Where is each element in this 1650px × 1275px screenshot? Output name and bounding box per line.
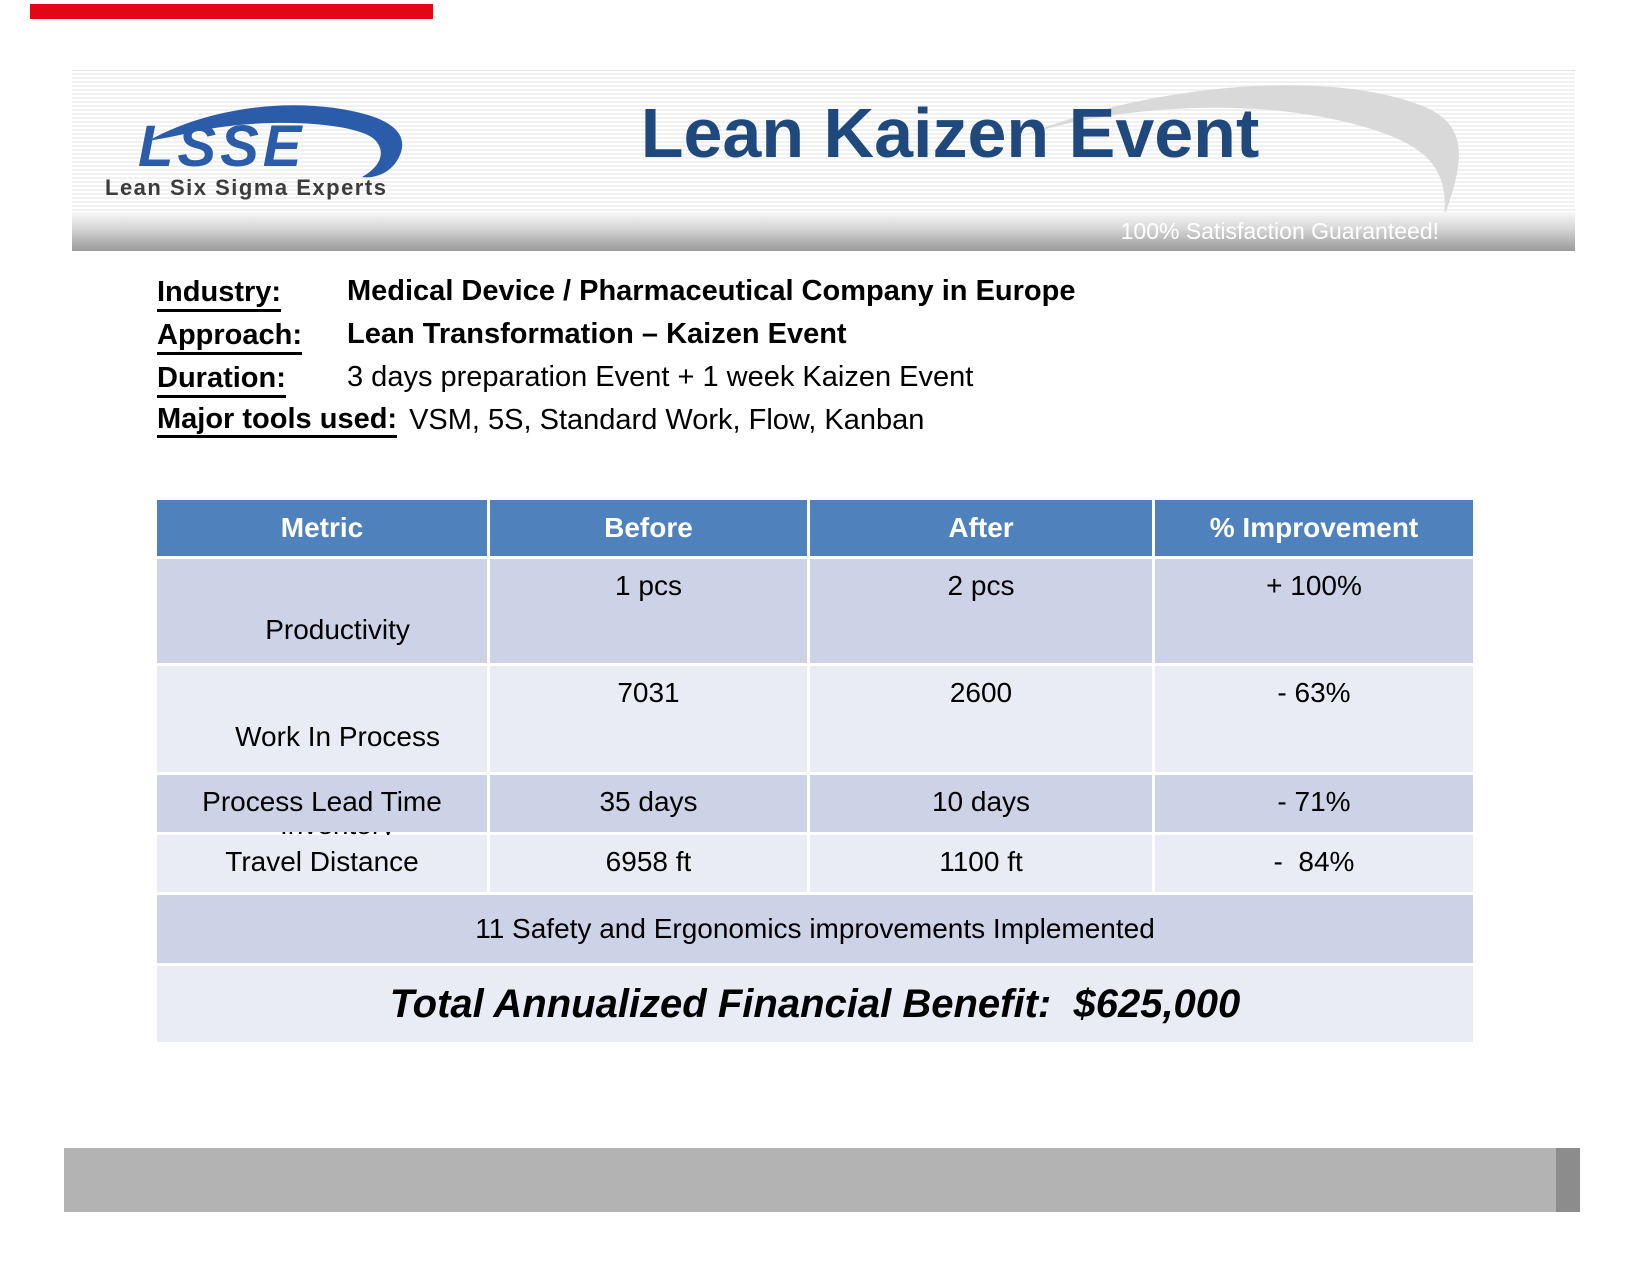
info-value: 3 days preparation Event + 1 week Kaizen… <box>347 361 974 393</box>
header-band: LSSE Lean Six Sigma Experts Lean Kaizen … <box>72 70 1575 251</box>
metric-line1: Productivity <box>265 614 410 645</box>
metric-line1: Work In Process <box>235 721 440 752</box>
header-swoosh-icon <box>1020 85 1459 217</box>
cell-after: 2 pcs <box>810 559 1152 663</box>
cell-improvement: - 84% <box>1155 835 1473 892</box>
cell-improvement: + 100% <box>1155 559 1473 663</box>
info-label: Approach: <box>157 318 347 355</box>
header-cell-improvement: % Improvement <box>1155 500 1473 556</box>
bottom-bar <box>64 1148 1556 1212</box>
info-row-industry: Industry: Medical Device / Pharmaceutica… <box>157 270 1357 313</box>
info-row-tools: Major tools used: VSM, 5S, Standard Work… <box>157 399 1357 442</box>
cell-improvement: - 71% <box>1155 775 1473 832</box>
logo-text: LSSE <box>138 114 306 179</box>
info-block: Industry: Medical Device / Pharmaceutica… <box>157 270 1357 442</box>
results-table: Metric Before After % Improvement Produc… <box>157 500 1473 1042</box>
cell-improvement: - 63% <box>1155 666 1473 772</box>
info-row-duration: Duration: 3 days preparation Event + 1 w… <box>157 356 1357 399</box>
info-value: Medical Device / Pharmaceutical Company … <box>347 275 1076 307</box>
cell-after: 2600 <box>810 666 1152 772</box>
slide-title: Lean Kaizen Event <box>640 94 1260 172</box>
bottom-bar-cap <box>1556 1148 1580 1212</box>
info-label: Duration: <box>157 361 347 398</box>
tagline-bar: 100% Satisfaction Guaranteed! <box>72 212 1575 251</box>
info-value: VSM, 5S, Standard Work, Flow, Kanban <box>409 404 925 436</box>
cell-metric: Travel Distance <box>157 835 487 892</box>
safety-note-row: 11 Safety and Ergonomics improvements Im… <box>157 895 1473 963</box>
logo-subtext: Lean Six Sigma Experts <box>105 175 388 200</box>
cell-before: 6958 ft <box>490 835 807 892</box>
total-benefit-row: Total Annualized Financial Benefit: $625… <box>157 966 1473 1042</box>
cell-after: 1100 ft <box>810 835 1152 892</box>
cell-metric: Productivity (units per labor hr) <box>157 559 487 733</box>
cell-metric: Process Lead Time <box>157 775 487 832</box>
cell-metric: Work In Process Inventory <box>157 666 487 840</box>
header-cell-before: Before <box>490 500 807 556</box>
header-cell-metric: Metric <box>157 500 487 556</box>
top-red-bar <box>30 4 433 19</box>
tagline-text: 100% Satisfaction Guaranteed! <box>1120 218 1439 244</box>
cell-before: 7031 <box>490 666 807 772</box>
info-label: Major tools used: <box>157 404 398 438</box>
header-cell-after: After <box>810 500 1152 556</box>
info-label: Industry: <box>157 275 347 312</box>
info-value: Lean Transformation – Kaizen Event <box>347 318 847 350</box>
info-row-approach: Approach: Lean Transformation – Kaizen E… <box>157 313 1357 356</box>
cell-before: 1 pcs <box>490 559 807 663</box>
logo-swoosh-icon <box>148 105 403 178</box>
cell-after: 10 days <box>810 775 1152 832</box>
cell-before: 35 days <box>490 775 807 832</box>
